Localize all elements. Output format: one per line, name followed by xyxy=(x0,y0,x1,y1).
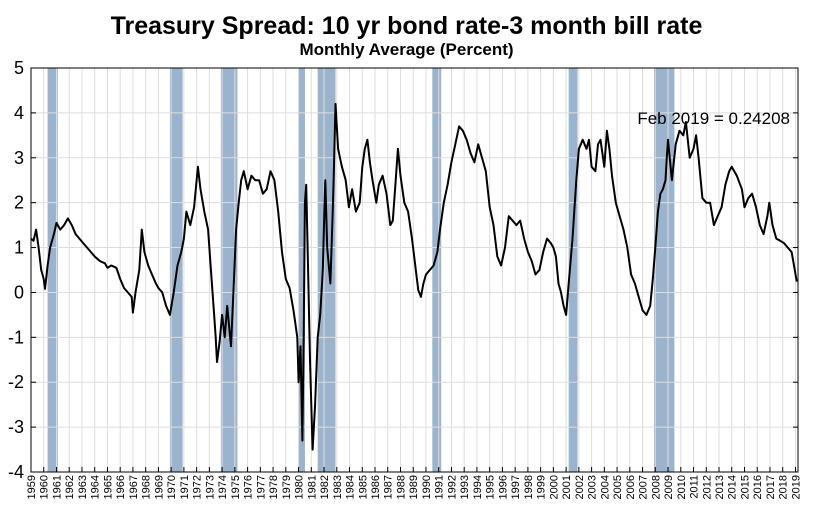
x-tick-label: 1959 xyxy=(26,475,38,499)
y-tick-label: -3 xyxy=(8,417,24,437)
recession-bands xyxy=(47,68,675,472)
recession-band xyxy=(317,68,336,472)
x-tick-label: 1973 xyxy=(204,475,216,499)
recession-band xyxy=(298,68,305,472)
x-tick-label: 2014 xyxy=(727,475,739,499)
x-tick-label: 2002 xyxy=(574,475,586,499)
y-tick-label: 1 xyxy=(14,238,24,258)
x-tick-label: 1979 xyxy=(281,475,293,499)
x-tick-label: 2017 xyxy=(765,475,777,499)
x-tick-label: 1990 xyxy=(421,475,433,499)
x-tick-label: 1992 xyxy=(446,475,458,499)
x-tick-label: 2016 xyxy=(752,475,764,499)
recession-band xyxy=(568,68,578,472)
x-tick-label: 1975 xyxy=(230,475,242,499)
y-tick-label: 2 xyxy=(14,193,24,213)
x-tick-label: 1989 xyxy=(408,475,420,499)
x-tick-label: 1998 xyxy=(523,475,535,499)
plot-frame xyxy=(30,67,799,473)
x-tick-label: 1970 xyxy=(166,475,178,499)
x-tick-label: 1984 xyxy=(345,475,357,499)
x-tick-label: 2003 xyxy=(587,475,599,499)
y-tick-label: 3 xyxy=(14,148,24,168)
x-tick-label: 2004 xyxy=(599,475,611,499)
x-tick-label: 2012 xyxy=(701,475,713,499)
x-tick-label: 1962 xyxy=(64,475,76,499)
x-tick-label: 1972 xyxy=(192,475,204,499)
x-tick-label: 2000 xyxy=(548,475,560,499)
x-tick-label: 2005 xyxy=(612,475,624,499)
x-tick-label: 2010 xyxy=(676,475,688,499)
x-tick-label: 1967 xyxy=(128,475,140,499)
recession-band xyxy=(47,68,58,472)
x-tick-label: 2013 xyxy=(714,475,726,499)
x-tick-label: 2019 xyxy=(791,475,803,499)
x-tick-label: 1978 xyxy=(268,475,280,499)
x-tick-label: 2001 xyxy=(561,475,573,499)
y-tick-label: -4 xyxy=(8,462,24,482)
x-tick-label: 1995 xyxy=(485,475,497,499)
y-tick-label: 4 xyxy=(14,103,24,123)
series-line xyxy=(30,102,798,451)
x-tick-label: 1983 xyxy=(332,475,344,499)
x-tick-label: 2006 xyxy=(625,475,637,499)
x-tick-label: 1986 xyxy=(370,475,382,499)
x-tick-label: 1987 xyxy=(383,475,395,499)
x-tick-label: 1999 xyxy=(536,475,548,499)
x-tick-label: 2015 xyxy=(740,475,752,499)
last-value-annotation: Feb 2019 = 0.24208 xyxy=(637,109,790,128)
x-tick-label: 1964 xyxy=(90,475,102,499)
y-tick-label: -2 xyxy=(8,372,24,392)
x-tick-label: 1997 xyxy=(510,475,522,499)
y-tick-label: -1 xyxy=(8,327,24,347)
x-tick-label: 1974 xyxy=(217,475,229,499)
chart-title: Treasury Spread: 10 yr bond rate-3 month… xyxy=(110,12,703,40)
x-tick-label: 1985 xyxy=(357,475,369,499)
x-tick-label: 1993 xyxy=(459,475,471,499)
x-tick-label: 1966 xyxy=(115,475,127,499)
x-tick-label: 1988 xyxy=(396,475,408,499)
x-tick-label: 1961 xyxy=(52,475,64,499)
x-tick-label: 2011 xyxy=(689,475,701,499)
x-tick-label: 2009 xyxy=(663,475,675,499)
x-tick-label: 1996 xyxy=(497,475,509,499)
recession-band xyxy=(220,68,238,472)
x-tick-label: 1969 xyxy=(153,475,165,499)
x-tick-label: 1994 xyxy=(472,475,484,499)
x-tick-label: 1981 xyxy=(306,475,318,499)
x-tick-label: 1980 xyxy=(294,475,306,499)
y-axis-ticks: 5 4 3 2 1 0 -1 -2 -3 -4 xyxy=(8,58,798,482)
x-tick-label: 1971 xyxy=(179,475,191,499)
y-tick-label: 0 xyxy=(14,282,24,302)
series-line-layer xyxy=(30,102,798,451)
x-tick-label: 1963 xyxy=(77,475,89,499)
x-tick-label: 1965 xyxy=(102,475,114,499)
x-tick-label: 1960 xyxy=(39,475,51,499)
recession-band xyxy=(432,68,442,472)
y-tick-label: 5 xyxy=(14,58,24,78)
x-tick-label: 2018 xyxy=(778,475,790,499)
x-axis-ticks: 1959 1960 1961 1962 1963 1964 1965 1966 1967 1968… xyxy=(26,467,803,499)
grid-lines xyxy=(30,67,798,473)
x-tick-label: 1977 xyxy=(255,475,267,499)
x-tick-label: 1982 xyxy=(319,475,331,499)
chart-subtitle: Monthly Average (Percent) xyxy=(299,40,514,59)
x-tick-label: 1991 xyxy=(434,475,446,499)
recession-band xyxy=(654,68,675,472)
x-tick-label: 1976 xyxy=(243,475,255,499)
x-tick-label: 1968 xyxy=(141,475,153,499)
x-tick-label: 2008 xyxy=(650,475,662,499)
x-tick-label: 2007 xyxy=(638,475,650,499)
